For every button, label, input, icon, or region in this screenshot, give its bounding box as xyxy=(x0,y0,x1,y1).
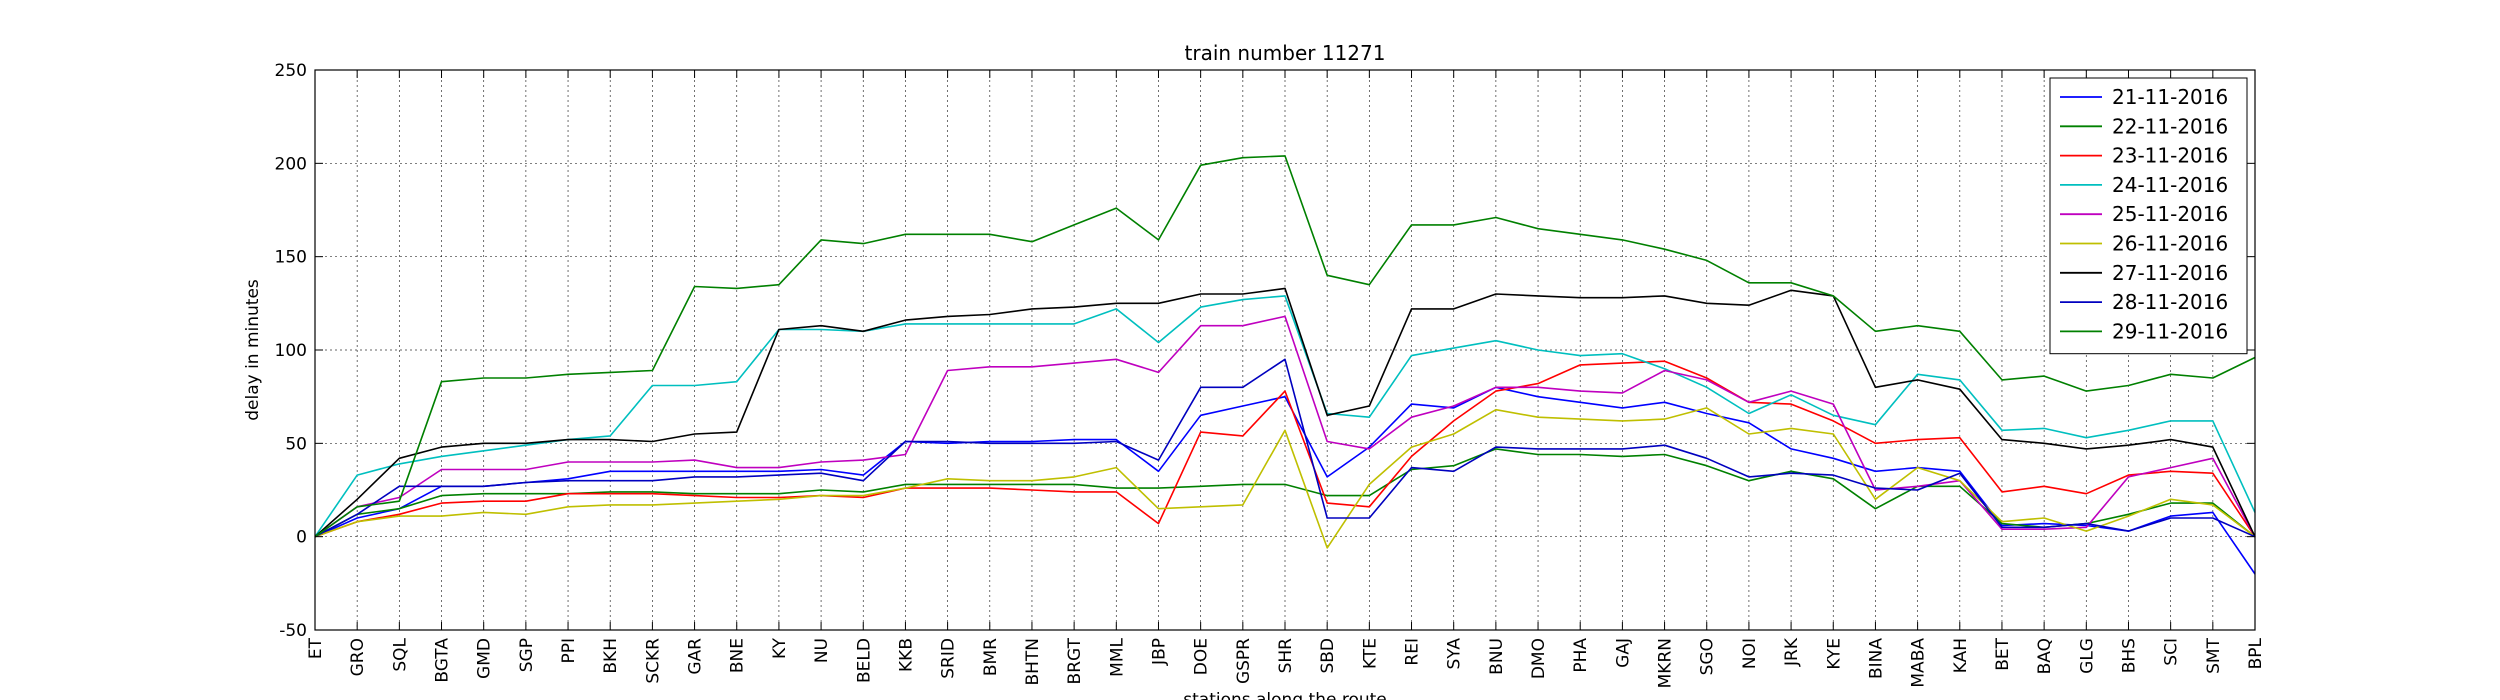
legend-box xyxy=(2049,77,2248,355)
x-tick-label: KTE xyxy=(1360,638,1380,669)
x-tick-label: GSPR xyxy=(1234,638,1254,684)
x-tick-label: GAR xyxy=(686,638,706,675)
x-tick-label: KAH xyxy=(1951,638,1971,673)
x-tick-label: KY xyxy=(770,637,790,659)
x-tick-label: MML xyxy=(1107,637,1127,676)
x-tick-label: ET xyxy=(306,637,326,659)
x-tick-label: DMO xyxy=(1529,638,1549,679)
y-tick-label: 200 xyxy=(275,154,307,174)
series-line xyxy=(314,448,2256,538)
x-tick-label: JRK xyxy=(1782,637,1802,667)
x-tick-label: KYE xyxy=(1824,638,1844,670)
x-axis-label: stations along the route xyxy=(1183,690,1387,700)
x-tick-label: BET xyxy=(1993,637,2013,670)
x-tick-label: SMT xyxy=(2204,637,2224,673)
legend-label: 27-11-2016 xyxy=(2112,261,2228,285)
y-tick-label: 100 xyxy=(275,341,307,361)
x-tick-label: REI xyxy=(1403,638,1423,666)
legend-label: 25-11-2016 xyxy=(2112,202,2228,226)
legend-label: 24-11-2016 xyxy=(2112,173,2228,197)
x-tick-label: BNU xyxy=(1487,638,1507,675)
x-tick-label: SYA xyxy=(1445,638,1465,670)
y-tick-label: 150 xyxy=(275,248,307,268)
x-tick-label: NU xyxy=(812,638,832,663)
series-lines xyxy=(314,155,2256,575)
x-tick-label: SCI xyxy=(2162,638,2182,666)
x-tick-label: NOI xyxy=(1740,638,1760,669)
x-tick-label: BKH xyxy=(601,638,621,674)
chart-title: train number 11271 xyxy=(1185,41,1386,65)
legend-label: 21-11-2016 xyxy=(2112,85,2228,109)
x-tick-label: BRGT xyxy=(1065,637,1085,684)
x-tick-label: SQL xyxy=(390,637,410,671)
legend: 21-11-2016 22-11-2016 23-11-2016 24-11-2016… xyxy=(2049,77,2248,355)
x-tick-label: GAJ xyxy=(1613,638,1633,668)
y-tick-label: 0 xyxy=(296,528,307,548)
x-tick-label: KKB xyxy=(896,638,916,672)
series-line xyxy=(314,295,2256,538)
series-line xyxy=(314,287,2256,538)
y-tick-label: 50 xyxy=(285,434,307,454)
x-tick-label: MABA xyxy=(1909,638,1929,688)
x-tick-label: BPL xyxy=(2246,637,2266,669)
legend-label: 23-11-2016 xyxy=(2112,144,2228,168)
legend-label: 26-11-2016 xyxy=(2112,232,2228,256)
x-tick-label: DOE xyxy=(1192,638,1212,675)
x-tick-label: GRO xyxy=(348,638,368,676)
y-tick-label: 250 xyxy=(275,61,307,81)
series-line xyxy=(314,360,2256,538)
x-tick-label: SGP xyxy=(517,638,537,672)
x-tick-label: SGO xyxy=(1698,638,1718,675)
x-tick-label: BAQ xyxy=(2035,638,2055,674)
x-tick-label: BHTN xyxy=(1023,638,1043,686)
series-line xyxy=(314,407,2256,549)
legend-label: 29-11-2016 xyxy=(2112,319,2228,343)
x-tick-label: PPI xyxy=(559,638,579,664)
x-tick-label: GMD xyxy=(475,638,495,679)
x-tick-label: BMR xyxy=(981,638,1001,676)
x-tick-label: BNE xyxy=(728,638,748,673)
x-tick-label: GLG xyxy=(2077,638,2097,674)
x-tick-label: SHR xyxy=(1276,638,1296,674)
x-tick-label: BGTA xyxy=(433,638,453,683)
x-tick-label: BHS xyxy=(2119,638,2139,673)
x-tick-label: SRID xyxy=(939,638,959,679)
x-tick-label: BINA xyxy=(1866,638,1886,679)
axis-ticks: -50 0 50 100 150 200 250 ET GRO SQL BGTA GMD SGP PPI B… xyxy=(275,61,2266,688)
legend-label: 22-11-2016 xyxy=(2112,114,2228,138)
x-tick-label: PHA xyxy=(1571,638,1591,673)
x-tick-label: MKRN xyxy=(1656,638,1676,688)
series-line xyxy=(314,155,2256,538)
x-tick-label: SCKR xyxy=(643,638,663,684)
series-line xyxy=(314,358,2256,538)
legend-label: 28-11-2016 xyxy=(2112,290,2228,314)
x-tick-label: SBD xyxy=(1318,638,1338,674)
y-axis-label: delay in minutes xyxy=(243,279,263,421)
series-line xyxy=(314,386,2256,575)
y-tick-label: -50 xyxy=(279,621,307,641)
x-tick-label: JBP xyxy=(1149,638,1169,666)
x-tick-label: BELD xyxy=(854,638,874,683)
